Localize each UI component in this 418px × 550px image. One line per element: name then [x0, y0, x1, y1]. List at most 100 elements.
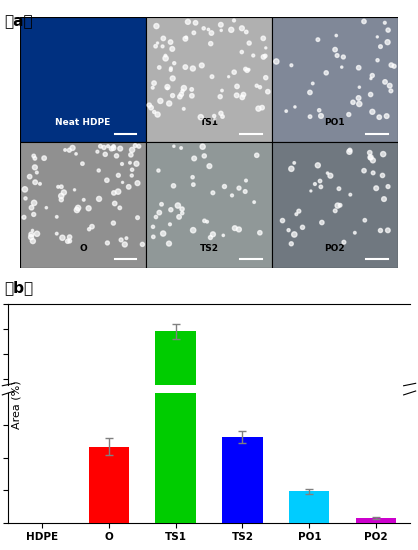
Text: PO2: PO2: [324, 244, 345, 253]
Point: [190, 180, 197, 189]
Point: [54, 212, 60, 221]
FancyBboxPatch shape: [272, 16, 398, 142]
Point: [204, 217, 211, 226]
Point: [101, 143, 107, 152]
Point: [263, 43, 269, 52]
Text: Neat HDPE: Neat HDPE: [56, 118, 111, 127]
Point: [164, 82, 171, 91]
FancyBboxPatch shape: [20, 142, 146, 268]
Point: [209, 189, 216, 197]
Point: [154, 110, 161, 119]
Point: [346, 147, 353, 156]
Point: [178, 144, 184, 152]
Point: [189, 91, 195, 100]
Point: [152, 42, 159, 51]
Point: [219, 86, 225, 95]
Point: [43, 204, 50, 212]
Text: PO1: PO1: [324, 118, 345, 127]
Bar: [222, 437, 263, 522]
Point: [89, 222, 95, 231]
Point: [157, 97, 164, 106]
Point: [243, 176, 250, 185]
Point: [58, 195, 65, 204]
Point: [317, 177, 324, 185]
Point: [324, 169, 331, 178]
Point: [166, 99, 173, 108]
Point: [350, 98, 357, 107]
Point: [102, 150, 109, 159]
Point: [110, 189, 117, 197]
Point: [370, 156, 376, 165]
Point: [381, 195, 387, 204]
Point: [260, 34, 267, 43]
Point: [334, 51, 340, 60]
Point: [104, 142, 111, 151]
Point: [71, 185, 78, 194]
Point: [211, 112, 217, 120]
Point: [111, 199, 118, 208]
Point: [221, 182, 228, 191]
Point: [309, 79, 316, 88]
Point: [220, 231, 227, 240]
Point: [179, 87, 186, 96]
Point: [66, 236, 73, 245]
Point: [132, 141, 138, 150]
Point: [314, 161, 321, 170]
Point: [311, 180, 318, 189]
Point: [167, 38, 174, 47]
Point: [288, 164, 295, 173]
Point: [369, 71, 376, 80]
Point: [58, 183, 65, 191]
Point: [175, 201, 181, 210]
Point: [189, 85, 195, 94]
Point: [171, 142, 177, 151]
Point: [189, 64, 196, 73]
Point: [367, 153, 374, 162]
Point: [37, 179, 43, 188]
Point: [243, 28, 250, 36]
Point: [332, 206, 339, 215]
Point: [191, 154, 198, 163]
Point: [377, 42, 384, 51]
Point: [376, 113, 382, 122]
Point: [155, 166, 162, 175]
Point: [146, 101, 153, 109]
Point: [110, 142, 117, 151]
Point: [134, 179, 141, 188]
Point: [20, 213, 27, 222]
Text: TS1: TS1: [199, 118, 219, 127]
Point: [80, 195, 87, 204]
Point: [181, 104, 187, 113]
Point: [96, 195, 102, 204]
Point: [179, 209, 186, 218]
Point: [169, 91, 176, 100]
Point: [239, 24, 245, 32]
Point: [153, 21, 160, 30]
Point: [334, 201, 341, 210]
Point: [168, 64, 174, 73]
Point: [347, 190, 354, 199]
Point: [22, 194, 29, 203]
Point: [233, 91, 240, 100]
Point: [191, 29, 197, 37]
Point: [129, 146, 135, 155]
Point: [257, 228, 263, 237]
Point: [225, 72, 232, 81]
Point: [285, 226, 292, 234]
Point: [33, 229, 40, 238]
Point: [218, 109, 224, 118]
Point: [217, 20, 224, 29]
Point: [273, 57, 280, 66]
Point: [245, 65, 252, 74]
Point: [156, 208, 163, 217]
Point: [117, 204, 123, 212]
Point: [240, 90, 247, 99]
Point: [383, 112, 390, 120]
Point: [26, 172, 33, 181]
Point: [217, 92, 224, 101]
Point: [232, 224, 238, 233]
Point: [355, 63, 362, 72]
Point: [189, 173, 196, 182]
Point: [379, 171, 386, 180]
Point: [384, 38, 391, 47]
